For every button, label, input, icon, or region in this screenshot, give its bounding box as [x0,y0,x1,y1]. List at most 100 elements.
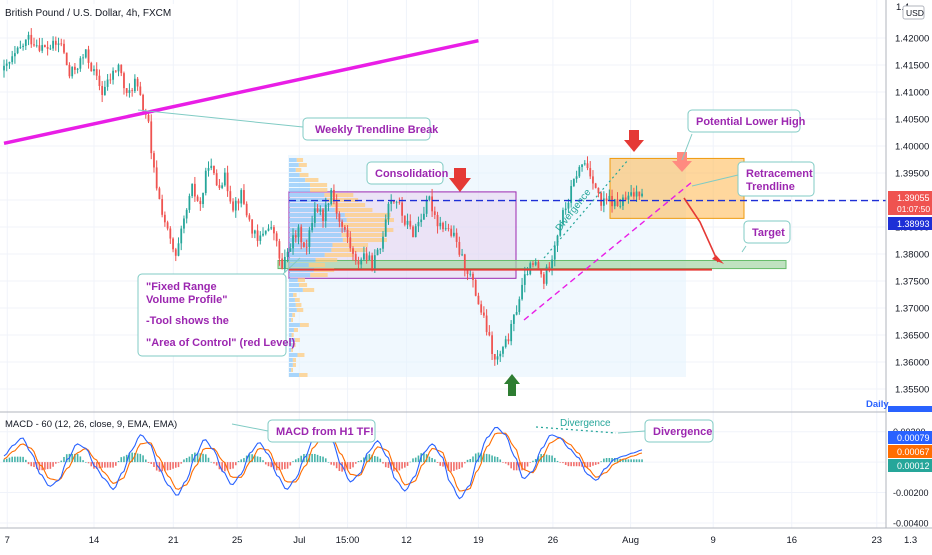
date-tick-label: 15:00 [336,535,360,546]
candle-body [376,249,379,256]
candle-body [428,196,431,200]
macd-title[interactable]: MACD - 60 (12, 26, close, 9, EMA, EMA) [5,419,177,430]
candle-body [319,209,322,212]
volume-bar-down [298,163,307,167]
macd-histogram-bar [210,461,213,463]
candle-body [11,56,14,63]
macd-histogram-bar [428,456,431,463]
candle-body [423,213,425,220]
candle-body [311,222,314,231]
candle-body [502,347,504,354]
candle-body [477,295,480,305]
macd-histogram-bar [185,457,188,463]
target-zone[interactable] [277,259,787,270]
price-axis-bottom-cut: 1.3 [904,535,917,546]
candle-body [161,199,164,215]
potential-lower-high-box[interactable] [609,157,745,219]
candle-body [624,197,627,200]
volume-bar-up [289,308,297,312]
date-axis-background [0,528,932,550]
candle-body [589,168,592,177]
macd-histogram-bar [14,456,16,463]
date-axis-ticks[interactable]: 7 14 21 25 Jul 15:00 12 19 26 Aug 9 16 23 [5,535,882,546]
volume-bar-down [327,198,359,202]
drawings-front [3,38,886,396]
candle-body [553,245,556,260]
candle-body [223,172,226,186]
macd-histogram-bar [49,462,52,469]
frvp-callout[interactable] [137,273,287,357]
macd-histogram-bar [251,454,253,463]
candle-body [493,353,496,360]
candle-body [322,209,324,221]
candle-body [196,196,199,201]
macd-h1-label: MACD from H1 TF! [276,426,374,438]
macd-histogram-bar [553,457,556,463]
weekly-trendline[interactable] [3,38,479,146]
lower-high-callout[interactable] [687,109,801,133]
candle-body [316,208,319,212]
symbol-title[interactable]: British Pound / U.S. Dollar, 4h, FXCM [5,8,171,19]
candle-body [109,79,112,81]
candle-body [592,176,594,184]
macd-histogram-bar [292,461,294,463]
volume-bar-down [341,223,386,227]
macd-histogram-bar [354,462,357,464]
volume-bar-down [295,303,302,307]
volume-bar-up [289,273,311,277]
macd-histogram-bar [11,456,13,463]
macd-histogram-bar [207,457,210,463]
currency-badge[interactable] [902,5,925,20]
macd-histogram-bar [494,456,496,463]
volume-bar-down [292,343,296,347]
price-divergence-line[interactable] [543,159,629,259]
volume-bar-up [289,168,296,172]
macd-histogram-bar [363,457,365,463]
daily-label[interactable]: Daily [866,399,889,410]
macd-histogram-bar [55,462,57,464]
candle-body [275,233,278,242]
volume-bar-down [295,338,300,342]
macd-histogram-bar [3,459,5,463]
candle-body [98,75,101,86]
candle-body [578,167,581,177]
macd-histogram-bar [627,459,630,463]
macd-histogram-bar [142,455,144,463]
price-tick-label: 1.37000 [895,304,929,315]
candle-body [8,62,11,64]
candle-body [602,198,605,206]
candle-body [559,224,562,236]
weekly-break-callout[interactable] [302,117,431,141]
countdown: 01:07:50 [897,204,930,214]
candle-body [357,261,360,265]
macd-histogram-bar [423,452,425,463]
candle-body [379,248,382,250]
candle-body [406,220,409,225]
candle-body [19,46,22,48]
projection-arrow-line[interactable] [683,197,719,263]
retracement-callout[interactable] [737,161,815,197]
candle-body [188,196,191,210]
candle-body [262,233,264,236]
candle-body [382,236,384,249]
volume-bar-up [289,343,293,347]
macd-histogram-bar [387,462,390,468]
volume-bar-down [344,213,391,217]
candle-body [540,269,543,275]
macd-histogram-bar [635,459,638,463]
date-tick-label: 12 [401,535,412,546]
target-callout[interactable] [743,220,791,244]
macd-histogram-bar [622,459,624,463]
lower-high-label: Potential Lower High [696,116,806,128]
macd-histogram-bar [543,454,545,463]
candle-body [482,312,485,316]
macd-histogram-bar [46,462,49,470]
candle-body [3,65,5,71]
candle-body [480,304,483,313]
retracement-trendline[interactable] [523,181,693,321]
candle-body [232,201,234,211]
consolidation-callout[interactable] [366,161,444,185]
macd-histogram-bar [641,459,643,463]
